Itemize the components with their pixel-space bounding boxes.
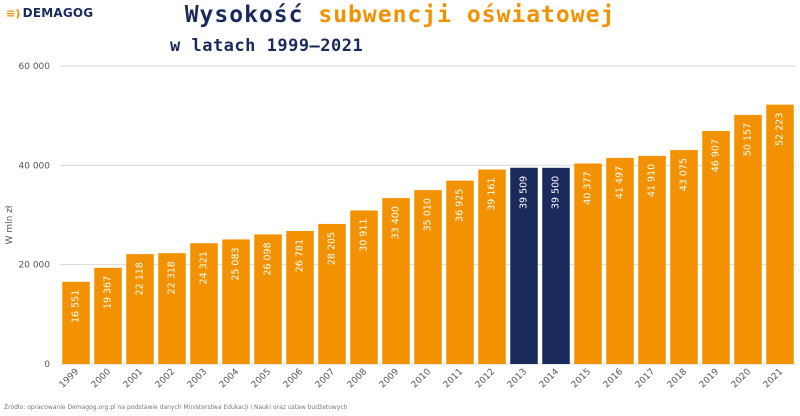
bar-value-label: 39 509 <box>519 176 530 209</box>
bar <box>126 254 154 364</box>
y-tick-label: 40 000 <box>19 161 51 171</box>
bar-value-label: 25 083 <box>231 247 242 280</box>
bar <box>766 104 794 364</box>
y-tick-label: 0 <box>44 360 50 370</box>
bar-value-label: 24 321 <box>199 251 210 284</box>
bar-value-label: 36 925 <box>455 189 466 222</box>
x-tick-label: 2021 <box>762 367 785 390</box>
x-tick-label: 2014 <box>538 367 561 390</box>
x-tick-label: 2009 <box>378 367 401 390</box>
bar <box>190 243 218 364</box>
chart-title: Wysokość subwencji oświatowej <box>0 2 800 28</box>
bar-value-label: 22 118 <box>135 262 146 295</box>
x-tick-label: 2005 <box>250 367 273 390</box>
bar <box>414 190 442 364</box>
y-tick-label: 60 000 <box>19 62 51 72</box>
x-tick-label: 2010 <box>410 367 433 390</box>
chart-subtitle: w latach 1999–2021 <box>170 36 364 56</box>
x-tick-label: 2012 <box>474 367 497 390</box>
x-tick-label: 2020 <box>730 367 753 390</box>
bar <box>446 180 474 364</box>
bar <box>350 210 378 364</box>
x-tick-label: 2011 <box>442 367 465 390</box>
bar <box>670 150 698 364</box>
demagog-logo: ≡) DEMAGOG <box>6 6 93 20</box>
bar <box>510 167 538 364</box>
x-tick-label: 2017 <box>634 367 657 390</box>
y-axis-label: W mln zł <box>5 205 15 244</box>
x-tick-label: 2013 <box>506 367 529 390</box>
x-tick-label: 2000 <box>90 367 113 390</box>
bar <box>62 281 90 364</box>
bar <box>638 155 666 364</box>
logo-text: DEMAGOG <box>22 6 94 20</box>
x-tick-label: 2016 <box>602 367 625 390</box>
bar <box>382 198 410 364</box>
x-tick-label: 2007 <box>314 367 337 390</box>
bar-value-label: 52 223 <box>775 113 786 146</box>
bar-value-label: 26 098 <box>263 242 274 275</box>
x-tick-label: 2008 <box>346 367 369 390</box>
x-tick-label: 2018 <box>666 367 689 390</box>
x-tick-label: 1999 <box>58 367 81 390</box>
bar <box>94 267 122 364</box>
bar <box>158 253 186 364</box>
bar-value-label: 43 075 <box>679 158 690 191</box>
title-part2: subwencji oświatowej <box>318 2 616 28</box>
bar <box>222 239 250 364</box>
bar-value-label: 30 911 <box>359 218 370 251</box>
source-footnote: Źródło: opracowanie Demagog.org.pl na po… <box>4 404 348 411</box>
bar-value-label: 19 367 <box>103 276 114 309</box>
bar <box>478 169 506 364</box>
title-part1: Wysokość <box>184 2 304 28</box>
x-tick-label: 2002 <box>154 367 177 390</box>
bar <box>574 163 602 364</box>
bar <box>702 131 730 364</box>
y-tick-label: 20 000 <box>19 261 51 271</box>
bar-value-label: 22 318 <box>167 261 178 294</box>
bar-value-label: 35 010 <box>423 198 434 231</box>
bar-value-label: 39 500 <box>551 176 562 209</box>
bar-value-label: 33 400 <box>391 206 402 239</box>
x-tick-label: 2003 <box>186 367 209 390</box>
bar-value-label: 40 377 <box>583 171 594 204</box>
x-tick-label: 2015 <box>570 367 593 390</box>
bar <box>734 114 762 364</box>
bar-value-label: 16 551 <box>71 290 82 323</box>
x-tick-label: 2006 <box>282 367 305 390</box>
bar-value-label: 28 205 <box>327 232 338 265</box>
x-tick-label: 2004 <box>218 367 241 390</box>
bar-value-label: 39 161 <box>487 178 498 211</box>
bar-value-label: 41 910 <box>647 164 658 197</box>
bar <box>254 234 282 364</box>
x-tick-label: 2001 <box>122 367 145 390</box>
bar-value-label: 26 781 <box>295 239 306 272</box>
bar-value-label: 41 497 <box>615 166 626 199</box>
bar-value-label: 50 157 <box>743 123 754 156</box>
logo-mark-icon: ≡) <box>6 7 21 20</box>
bar <box>318 223 346 364</box>
bar-value-label: 46 907 <box>711 139 722 172</box>
bar <box>542 167 570 364</box>
bar <box>606 157 634 364</box>
x-tick-label: 2019 <box>698 367 721 390</box>
bar <box>286 230 314 364</box>
